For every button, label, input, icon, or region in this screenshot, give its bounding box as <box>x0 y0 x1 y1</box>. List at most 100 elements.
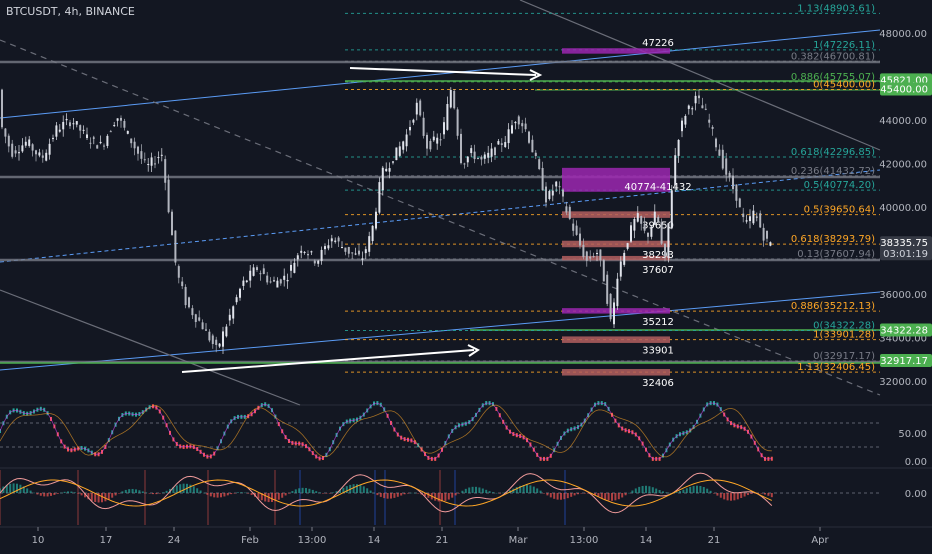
osc2-histogram-bar <box>247 493 250 494</box>
candle <box>123 120 126 128</box>
osc2-histogram-bar <box>223 493 226 497</box>
diagonal-support-line <box>0 289 301 406</box>
candle <box>630 225 632 242</box>
osc2-histogram-bar <box>740 493 743 499</box>
candle <box>725 158 728 175</box>
candle <box>477 157 479 159</box>
candle <box>164 159 167 183</box>
osc2-histogram-bar <box>301 487 304 493</box>
osc1-tick: 50.00 <box>898 429 927 440</box>
candle <box>708 119 711 123</box>
candle <box>279 279 282 284</box>
candle <box>460 133 462 164</box>
candle <box>755 216 758 218</box>
osc2-histogram-bar <box>481 488 484 493</box>
candle <box>269 281 272 283</box>
osc2-histogram-bar <box>645 485 647 493</box>
price-tick: 36000.00 <box>879 290 927 301</box>
candle <box>28 139 31 146</box>
osc2-histogram-bar <box>536 488 539 493</box>
osc2-histogram-bar <box>250 493 253 496</box>
osc2-histogram-bar <box>410 492 413 494</box>
candle <box>330 238 333 242</box>
candle <box>647 232 649 237</box>
price-zone-box <box>562 167 670 192</box>
osc2-histogram-bar <box>447 493 450 500</box>
osc2-histogram-bar <box>485 489 488 493</box>
candle <box>371 225 374 242</box>
osc2-histogram-bar <box>760 493 763 494</box>
zone-label: 38293 <box>642 250 674 261</box>
osc2-histogram-bar <box>29 490 32 493</box>
osc2-histogram-bar <box>573 493 576 496</box>
candle <box>167 179 170 213</box>
osc2-histogram-bar <box>682 489 685 493</box>
price-zone-box <box>562 255 670 261</box>
fib-label: 0.236(41432.72) <box>791 166 875 177</box>
candle <box>341 247 343 249</box>
candle <box>143 159 146 161</box>
candle <box>157 157 160 159</box>
candle <box>541 167 544 191</box>
price-zone-box <box>562 240 670 248</box>
candle <box>490 148 493 157</box>
osc2-histogram-bar <box>298 488 301 493</box>
osc2-histogram-bar <box>767 493 770 496</box>
osc2-histogram-bar <box>328 493 331 494</box>
osc2-histogram-bar <box>12 483 15 493</box>
candle <box>65 118 68 121</box>
candle <box>137 146 139 154</box>
candle <box>41 155 44 158</box>
candle <box>453 90 456 109</box>
candle <box>188 297 190 308</box>
price-badge-text: 45400.00 <box>880 85 928 96</box>
candle <box>31 144 34 151</box>
fib-label: 0(45400.00) <box>813 80 875 91</box>
osc2-histogram-bar <box>9 483 12 493</box>
osc2-histogram-bar <box>230 493 233 495</box>
osc2-histogram-bar <box>5 484 8 493</box>
osc2-histogram-bar <box>651 487 654 493</box>
osc2-histogram-bar <box>291 491 294 493</box>
osc2-histogram-bar <box>135 489 137 493</box>
osc2-histogram-bar <box>502 492 505 494</box>
osc2-histogram-bar <box>607 493 610 501</box>
candle <box>225 326 228 337</box>
candle <box>58 129 61 132</box>
osc1-tick: 0.00 <box>905 457 927 468</box>
osc2-histogram-bar <box>376 493 379 496</box>
candle <box>657 216 660 222</box>
candle <box>174 230 177 263</box>
candle <box>317 260 320 264</box>
price-zone-box <box>562 336 670 343</box>
candle <box>721 149 724 169</box>
candle <box>562 189 564 197</box>
candle <box>558 186 561 188</box>
osc2-histogram-bar <box>723 493 726 500</box>
arrow-bottom-head <box>467 344 480 357</box>
price-badge-text: 38335.75 <box>880 238 928 249</box>
candle <box>48 143 51 155</box>
candle <box>497 141 500 145</box>
osc2-histogram-bar <box>145 492 148 494</box>
osc2-histogram-bar <box>33 492 35 494</box>
candle <box>1 89 3 128</box>
osc2-histogram-bar <box>260 493 263 501</box>
candle <box>415 102 418 115</box>
osc2-histogram-bar <box>46 493 49 497</box>
candle <box>636 213 639 222</box>
candle <box>677 139 680 156</box>
candle <box>429 140 432 150</box>
candle <box>154 163 156 165</box>
candle <box>4 128 7 137</box>
channel-lower-line <box>0 291 881 371</box>
osc2-histogram-bar <box>352 484 355 493</box>
candle <box>745 220 748 222</box>
candle <box>524 123 527 130</box>
osc2-histogram-bar <box>179 484 182 493</box>
candle <box>436 137 439 144</box>
candle <box>643 223 646 231</box>
candle <box>704 108 707 110</box>
